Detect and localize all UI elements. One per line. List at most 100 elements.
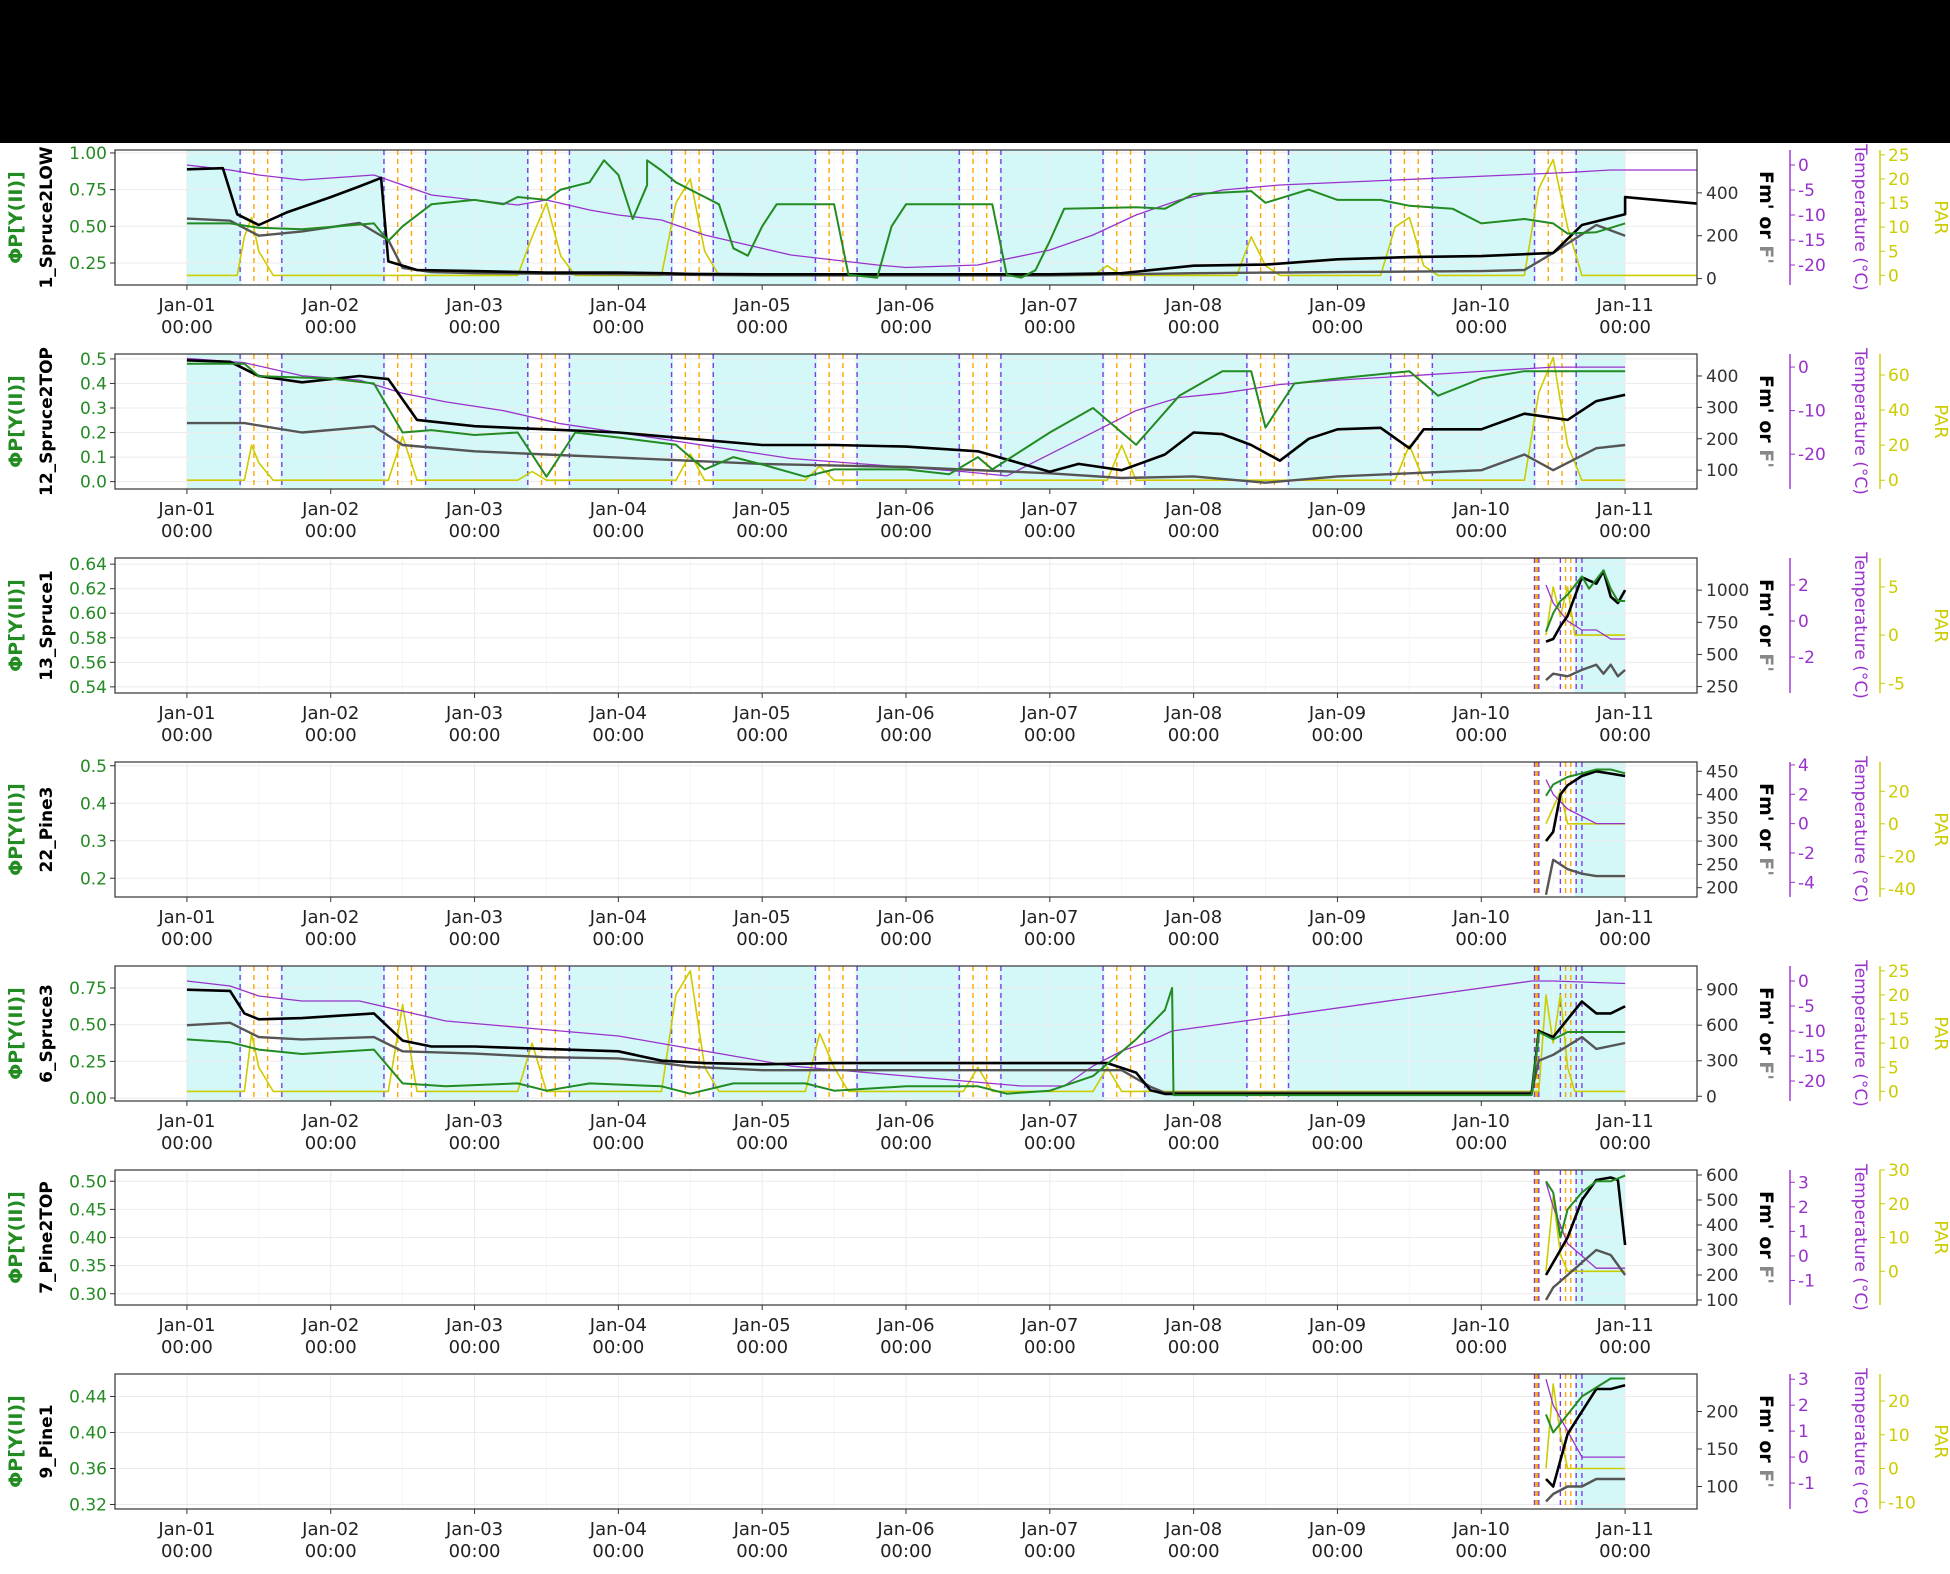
y-tick-label: 0.3: [80, 399, 107, 419]
temperature-tick-label: 0: [1798, 156, 1809, 176]
y-tick-label: 0.50: [69, 1172, 107, 1192]
x-tick-label: Jan-06: [876, 907, 934, 928]
x-tick-label: Jan-04: [589, 907, 647, 928]
temperature-axis-title: Temperature (°C): [1850, 551, 1870, 699]
x-tick-label: Jan-08: [1164, 703, 1222, 724]
shade-band: [999, 150, 1105, 285]
x-tick-label-time: 00:00: [1024, 725, 1076, 746]
y-tick-label: 0.4: [80, 374, 107, 394]
series-phi-line: [1545, 1377, 1626, 1434]
sensor-label: 13_Spruce1: [37, 570, 57, 681]
f-label: F': [1755, 449, 1777, 468]
r-tick-label: 400: [1706, 367, 1738, 387]
x-tick-label: Jan-04: [589, 1315, 647, 1336]
f-label: F': [1755, 245, 1777, 264]
f-label: F': [1755, 857, 1777, 876]
temperature-axis-title: Temperature (°C): [1850, 959, 1870, 1107]
x-tick-label-time: 00:00: [1168, 1133, 1220, 1154]
temperature-tick-label: 0: [1798, 815, 1809, 835]
temperature-tick-label: -20: [1798, 1072, 1826, 1092]
x-tick-label: Jan-11: [1596, 1315, 1654, 1336]
series-f-line: [186, 1021, 1626, 1094]
x-tick-label-time: 00:00: [161, 929, 213, 950]
series-f-line: [186, 421, 1626, 484]
par-tick-label: 20: [1888, 986, 1910, 1006]
series-par-line: [1545, 1196, 1626, 1273]
temperature-tick-label: -15: [1798, 1047, 1826, 1067]
shade-band: [280, 150, 386, 285]
x-tick-label: Jan-06: [876, 499, 934, 520]
temperature-tick-label: -10: [1798, 206, 1826, 226]
par-tick-label: 0: [1888, 1262, 1899, 1282]
shade-band: [711, 150, 817, 285]
series-temperature-line: [1545, 1182, 1626, 1269]
x-tick-label-time: 00:00: [592, 1541, 644, 1562]
x-tick-label-time: 00:00: [161, 1133, 213, 1154]
shade-band: [711, 966, 817, 1101]
r-tick-label: 600: [1706, 1016, 1738, 1036]
x-tick-label-time: 00:00: [1168, 317, 1220, 338]
x-tick-label-time: 00:00: [1599, 929, 1651, 950]
sensor-label: 12_Spruce2TOP: [37, 347, 57, 496]
fm-label: Fm' or: [1755, 1191, 1777, 1265]
series-phi-line: [1545, 1174, 1626, 1239]
x-tick-label: Jan-02: [301, 907, 359, 928]
y-tick-label: 0.54: [69, 678, 107, 698]
series-f-line: [1544, 1248, 1627, 1301]
x-tick-label-time: 00:00: [1024, 1541, 1076, 1562]
x-tick-label-time: 00:00: [736, 521, 788, 542]
x-tick-label: Jan-04: [589, 1519, 647, 1540]
x-tick-label-time: 00:00: [1455, 317, 1507, 338]
r-tick-label: 300: [1706, 1241, 1738, 1261]
r-tick-label: 250: [1706, 678, 1738, 698]
x-tick-label-time: 00:00: [305, 929, 357, 950]
y-tick-label: 0.00: [69, 1089, 107, 1109]
temperature-tick-label: 4: [1798, 756, 1809, 776]
y-tick-label: 0.75: [69, 181, 107, 201]
r-tick-label: 100: [1706, 461, 1738, 481]
y-tick-label: 0.4: [80, 794, 107, 814]
x-tick-label: Jan-11: [1596, 295, 1654, 316]
y-tick-label: 0.25: [69, 254, 107, 274]
x-tick-label: Jan-05: [733, 1519, 791, 1540]
x-tick-label-time: 00:00: [880, 725, 932, 746]
shade-band: [855, 966, 961, 1101]
x-tick-label: Jan-05: [733, 1111, 791, 1132]
x-tick-label: Jan-10: [1452, 499, 1510, 520]
x-tick-label: Jan-02: [301, 1315, 359, 1336]
temperature-axis-title: Temperature (°C): [1850, 1163, 1870, 1311]
x-tick-label: Jan-07: [1020, 1111, 1078, 1132]
x-tick-label: Jan-10: [1452, 1315, 1510, 1336]
par-tick-label: -20: [1888, 847, 1916, 867]
x-tick-label-time: 00:00: [449, 725, 501, 746]
par-tick-label: 0: [1888, 815, 1899, 835]
r-tick-label: 600: [1706, 1166, 1738, 1186]
x-tick-label: Jan-07: [1020, 295, 1078, 316]
temperature-tick-label: 3: [1798, 1370, 1809, 1390]
par-tick-label: 15: [1888, 1010, 1910, 1030]
shade-band: [186, 354, 242, 489]
x-tick-label-time: 00:00: [1599, 1541, 1651, 1562]
x-tick-label-time: 00:00: [449, 1337, 501, 1358]
x-tick-label: Jan-02: [301, 499, 359, 520]
par-tick-label: 5: [1888, 578, 1899, 598]
temperature-tick-label: 0: [1798, 612, 1809, 632]
series-fm-line: [1545, 569, 1627, 643]
y-tick-label: 0.50: [69, 217, 107, 237]
x-tick-label-time: 00:00: [1024, 929, 1076, 950]
fm-label: Fm' or: [1755, 1395, 1777, 1469]
x-tick-label: Jan-08: [1164, 295, 1222, 316]
series-fm-line: [1544, 769, 1626, 842]
x-tick-label: Jan-09: [1308, 295, 1366, 316]
y-tick-label: 0.58: [69, 629, 107, 649]
x-tick-label: Jan-09: [1308, 907, 1366, 928]
y-axis-title-fm: Fm' or F': [1755, 783, 1777, 876]
x-tick-label-time: 00:00: [592, 317, 644, 338]
par-tick-label: 20: [1888, 436, 1910, 456]
panel-12_Spruce2TOP: 0.0 0.1 0.2 0.3 0.4 0.5 ΦP[Y(II)] 12_Spruce2TOP…: [5, 347, 1950, 542]
x-tick-label-time: 00:00: [161, 1337, 213, 1358]
x-tick-label: Jan-02: [301, 1111, 359, 1132]
x-tick-label: Jan-03: [445, 907, 503, 928]
temperature-tick-label: -10: [1798, 402, 1826, 422]
x-tick-label-time: 00:00: [1024, 1133, 1076, 1154]
